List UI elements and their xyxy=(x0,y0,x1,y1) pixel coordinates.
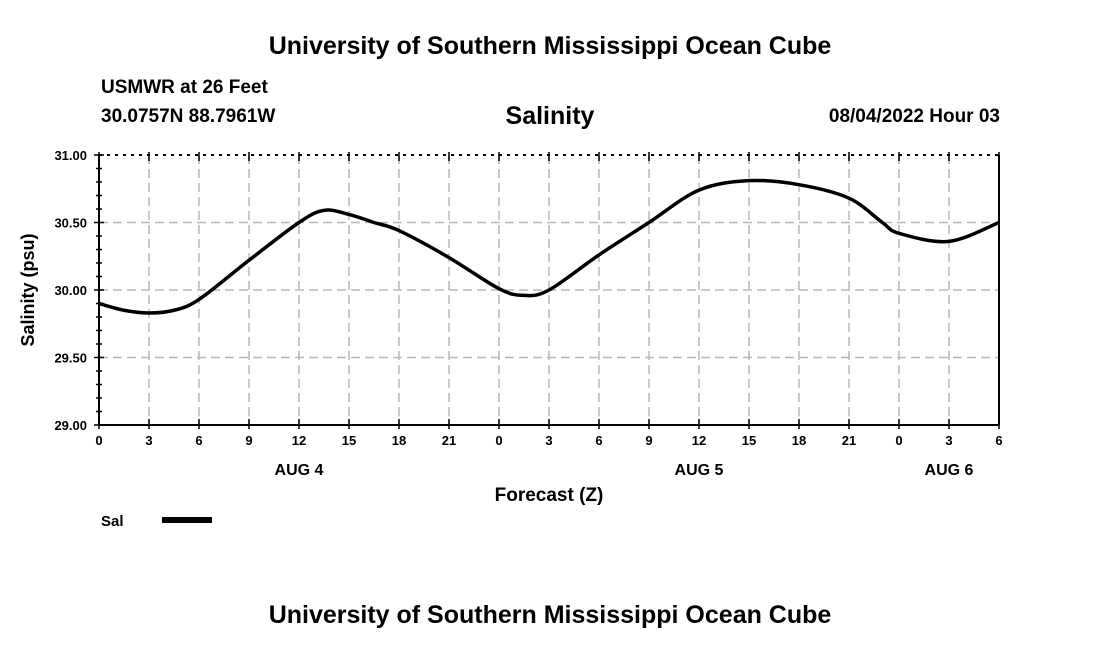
y-tick-label: 29.50 xyxy=(54,351,87,366)
x-tick-label: 6 xyxy=(595,433,602,448)
x-tick-label: 9 xyxy=(245,433,252,448)
x-tick-label: 18 xyxy=(392,433,406,448)
x-tick-label: 0 xyxy=(495,433,502,448)
y-tick-label: 29.00 xyxy=(54,418,87,433)
x-tick-label: 3 xyxy=(145,433,152,448)
x-tick-label: 6 xyxy=(995,433,1002,448)
x-tick-label: 0 xyxy=(895,433,902,448)
y-tick-label: 31.00 xyxy=(54,148,87,163)
x-tick-label: 21 xyxy=(442,433,456,448)
x-tick-label: 18 xyxy=(792,433,806,448)
x-tick-label: 15 xyxy=(342,433,356,448)
series-line-sal xyxy=(98,178,1000,315)
x-tick-label: 15 xyxy=(742,433,756,448)
x-tick-label: 12 xyxy=(692,433,706,448)
y-tick-label: 30.50 xyxy=(54,216,87,231)
station-coordinates: 30.0757N 88.7961W xyxy=(101,106,276,127)
legend-label: Sal xyxy=(101,513,124,530)
day-label: AUG 6 xyxy=(925,462,974,479)
day-label: AUG 4 xyxy=(275,462,324,479)
footer-title: University of Southern Mississippi Ocean… xyxy=(268,601,832,629)
x-tick-label: 3 xyxy=(945,433,952,448)
y-tick-label: 30.00 xyxy=(54,283,87,298)
day-label: AUG 5 xyxy=(675,462,724,479)
x-tick-label: 21 xyxy=(842,433,856,448)
y-axis-label: Salinity (psu) xyxy=(18,233,38,346)
x-tick-label: 12 xyxy=(292,433,306,448)
x-axis-label: Forecast (Z) xyxy=(495,485,604,506)
forecast-date: 08/04/2022 Hour 03 xyxy=(828,106,1000,127)
chart-title: Salinity xyxy=(505,102,595,130)
page-title: University of Southern Mississippi Ocean… xyxy=(268,32,832,60)
x-tick-label: 0 xyxy=(95,433,102,448)
x-tick-label: 6 xyxy=(195,433,202,448)
x-tick-label: 3 xyxy=(545,433,552,448)
station-label: USMWR at 26 Feet xyxy=(101,77,268,98)
x-tick-label: 9 xyxy=(645,433,652,448)
